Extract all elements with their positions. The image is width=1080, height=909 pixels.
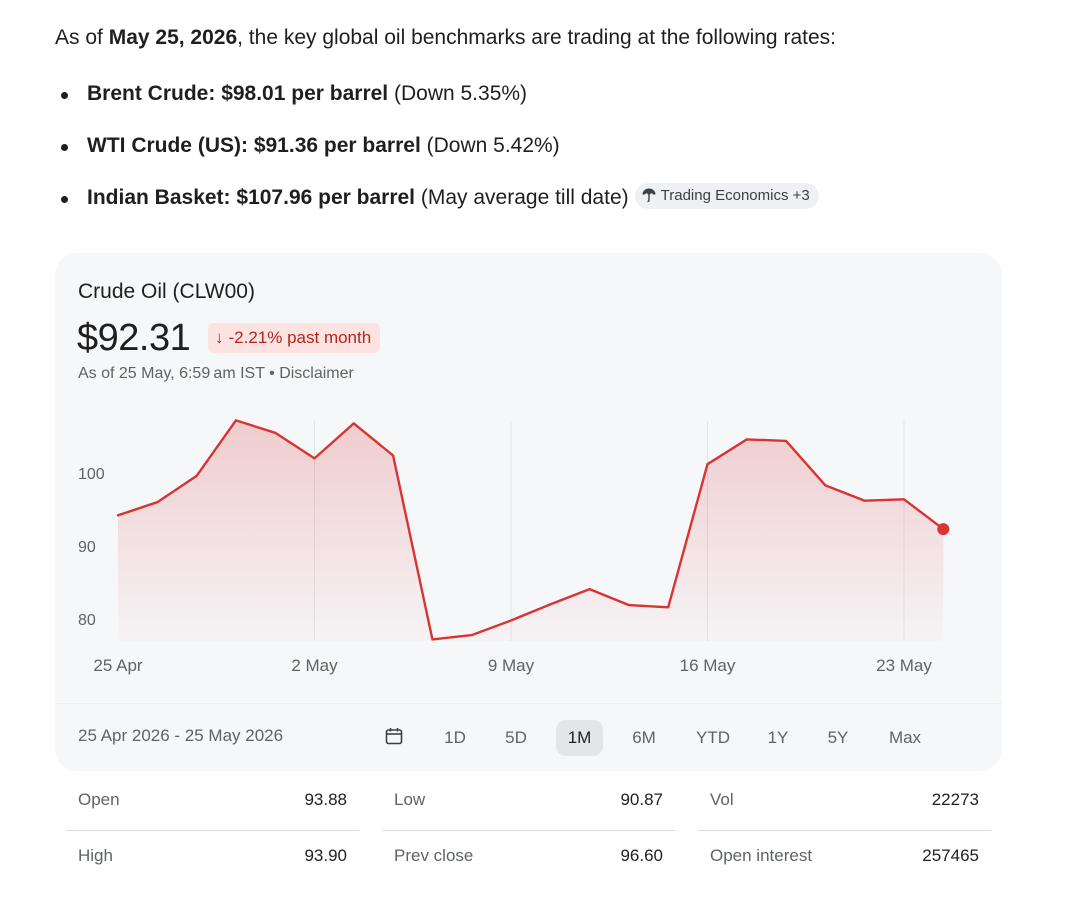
as-of-text[interactable]: As of 25 May, 6:59 am IST • Disclaimer — [78, 365, 354, 382]
timeframe-1y-button[interactable]: 1Y — [767, 728, 789, 747]
intro-prefix: As of — [55, 26, 109, 49]
benchmark-note: (May average till date) — [420, 186, 629, 209]
benchmark-name: Indian Basket: — [87, 186, 231, 209]
data-point — [627, 603, 631, 607]
data-point — [823, 483, 827, 487]
stats-column: Vol 22273 Open interest 257465 — [698, 778, 991, 888]
change-badge: ↓ -2.21% past month — [208, 323, 381, 353]
data-point — [784, 439, 788, 443]
stat-label: Low — [394, 790, 426, 809]
stats-column: Low 90.87 Prev close 96.60 — [382, 778, 675, 888]
timeframe-6m-button[interactable]: 6M — [632, 728, 656, 747]
stat-row: Vol 22273 — [698, 778, 991, 831]
intro-date: May 25, 2026 — [108, 26, 238, 49]
stat-row: High 93.90 — [66, 834, 359, 886]
last-price-marker — [937, 523, 950, 536]
data-point — [273, 431, 277, 435]
umbrella-icon — [642, 188, 656, 203]
benchmark-note: (Down 5.35%) — [393, 82, 528, 105]
timeframe-5y-button[interactable]: 5Y — [827, 728, 849, 747]
data-point — [430, 637, 434, 641]
source-chip[interactable]: Trading Economics +3 — [634, 183, 819, 210]
stat-label: Prev close — [394, 846, 474, 865]
data-point — [745, 437, 749, 441]
x-tick-label: 25 Apr — [93, 656, 142, 675]
bullet-icon — [61, 144, 68, 151]
data-point — [313, 456, 317, 460]
stat-row: Prev close 96.60 — [382, 834, 675, 886]
bullet-icon — [61, 92, 68, 99]
source-chip-label: Trading Economics +3 — [660, 187, 810, 205]
stat-label: High — [78, 846, 113, 865]
intro-paragraph: As of May 25, 2026, the key global oil b… — [55, 22, 836, 54]
price-chart[interactable]: 100 90 80 25 Apr 2 May 9 May 16 May 23 May — [55, 253, 1002, 703]
stats-grid: Open 93.88 High 93.90 Low 90.87 Prev close 9… — [66, 778, 991, 888]
price-line — [116, 419, 945, 641]
stats-column: Open 93.88 High 93.90 — [66, 778, 359, 888]
timeframe-5d-button[interactable]: 5D — [505, 728, 527, 747]
stat-row: Low 90.87 — [382, 778, 675, 831]
quote-title: Crude Oil (CLW00) — [78, 280, 255, 303]
stat-value: 96.60 — [620, 846, 663, 865]
data-point — [509, 618, 513, 622]
data-point — [352, 421, 356, 425]
range-bar: 25 Apr 2026 - 25 May 2026 1D 5D 1M 6M YT… — [55, 703, 1002, 772]
benchmark-price: $91.36 per barrel — [253, 134, 421, 157]
timeframe-max-button[interactable]: Max — [888, 728, 922, 747]
benchmark-price: $107.96 per barrel — [236, 186, 416, 209]
stat-value: 22273 — [931, 790, 979, 809]
data-point — [548, 602, 552, 606]
change-text: -2.21% past month — [228, 328, 372, 347]
data-point — [863, 499, 867, 503]
x-tick-label: 23 May — [876, 656, 932, 675]
benchmark-name: WTI Crude (US): — [87, 134, 248, 157]
data-point — [706, 462, 710, 466]
stat-value: 93.90 — [304, 846, 347, 865]
data-point — [155, 500, 159, 504]
stat-row: Open interest 257465 — [698, 834, 991, 886]
stat-label: Vol — [710, 790, 734, 809]
stat-value: 93.88 — [304, 790, 347, 809]
benchmark-note: (Down 5.42%) — [426, 134, 560, 157]
stat-value: 90.87 — [620, 790, 663, 809]
data-point — [391, 453, 395, 457]
quote-price: $92.31 — [77, 317, 191, 359]
timeframe-1m-button[interactable]: 1M — [556, 720, 603, 756]
price-area — [118, 420, 944, 641]
stat-label: Open — [78, 790, 120, 809]
x-tick-label: 16 May — [680, 656, 736, 675]
stat-value: 257465 — [922, 846, 979, 865]
y-tick-label: 100 — [78, 466, 105, 483]
timeframe-ytd-button[interactable]: YTD — [696, 728, 730, 747]
calendar-icon[interactable] — [384, 726, 404, 746]
x-tick-label: 2 May — [291, 656, 338, 675]
y-tick-label: 80 — [78, 612, 96, 629]
data-point — [470, 633, 474, 637]
y-tick-label: 90 — [78, 539, 96, 556]
data-point — [588, 587, 592, 591]
data-point — [116, 513, 120, 517]
intro-suffix: , the key global oil benchmarks are trad… — [237, 26, 836, 49]
bullet-icon — [61, 196, 68, 203]
arrow-down-icon: ↓ — [215, 328, 224, 347]
timeframe-1d-button[interactable]: 1D — [444, 728, 466, 747]
benchmark-price: $98.01 per barrel — [221, 82, 389, 105]
data-point — [902, 497, 906, 501]
quote-card: Crude Oil (CLW00) $92.31 ↓ -2.21% past mo… — [55, 253, 1002, 771]
benchmark-name: Brent Crude: — [87, 82, 216, 105]
data-point — [234, 418, 238, 422]
data-point — [666, 605, 670, 609]
x-tick-label: 9 May — [488, 656, 535, 675]
stat-row: Open 93.88 — [66, 778, 359, 831]
data-point — [195, 474, 199, 478]
date-range-label: 25 Apr 2026 - 25 May 2026 — [78, 726, 284, 745]
stat-label: Open interest — [710, 846, 813, 865]
